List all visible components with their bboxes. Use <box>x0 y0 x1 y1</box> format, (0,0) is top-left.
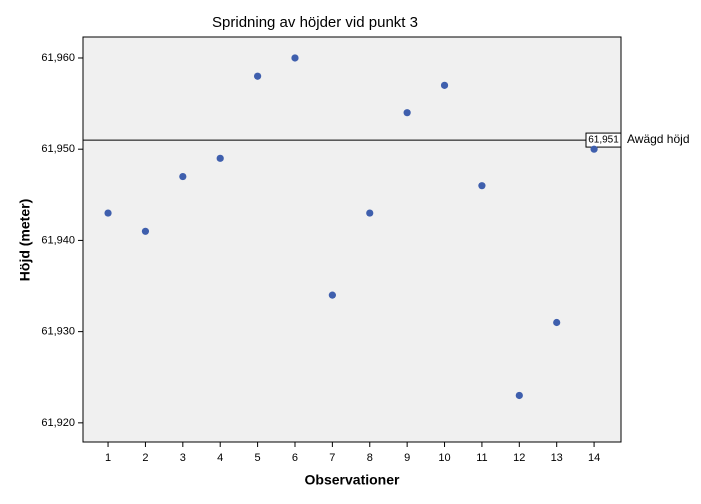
x-tick-label: 9 <box>404 452 410 464</box>
chart-title: Spridning av höjder vid punkt 3 <box>212 14 418 31</box>
x-tick-label: 13 <box>551 452 563 464</box>
x-axis-label: Observationer <box>305 472 400 488</box>
point <box>366 209 374 217</box>
y-tick-label: 61,940 <box>41 234 75 246</box>
x-tick-label: 12 <box>513 452 525 464</box>
point <box>253 72 262 80</box>
point <box>515 391 523 400</box>
x-tick-label: 6 <box>292 452 298 464</box>
x-tick-label: 3 <box>180 452 186 464</box>
y-tick-label: 61,950 <box>41 143 75 155</box>
x-tick-label: 8 <box>367 452 373 464</box>
y-tick-label: 61,930 <box>41 326 75 338</box>
point <box>440 81 449 89</box>
x-tick-label: 11 <box>476 452 487 464</box>
reference-value-label: 61,951 <box>588 135 619 146</box>
point <box>328 291 336 299</box>
point <box>590 145 598 153</box>
y-tick-label: 61,920 <box>41 417 75 429</box>
point <box>104 209 112 217</box>
x-tick-label: 1 <box>105 452 111 464</box>
x-tick-label: 4 <box>217 452 223 464</box>
y-tick-label: 61,960 <box>41 52 75 64</box>
reference-label: Awägd höjd <box>627 132 690 146</box>
y-axis-label: Höjd (meter) <box>17 199 33 281</box>
point <box>553 318 561 327</box>
reference-value-box <box>585 132 622 148</box>
x-tick-label: 5 <box>255 452 261 464</box>
plot-area <box>82 36 622 443</box>
point <box>478 182 486 190</box>
point <box>291 54 299 62</box>
point <box>179 172 187 181</box>
point <box>216 154 224 162</box>
point <box>141 227 150 235</box>
x-tick-label: 10 <box>438 452 450 464</box>
x-tick-label: 14 <box>588 452 600 464</box>
x-tick-label: 7 <box>329 452 335 464</box>
x-tick-label: 2 <box>142 452 148 464</box>
point <box>403 109 411 117</box>
